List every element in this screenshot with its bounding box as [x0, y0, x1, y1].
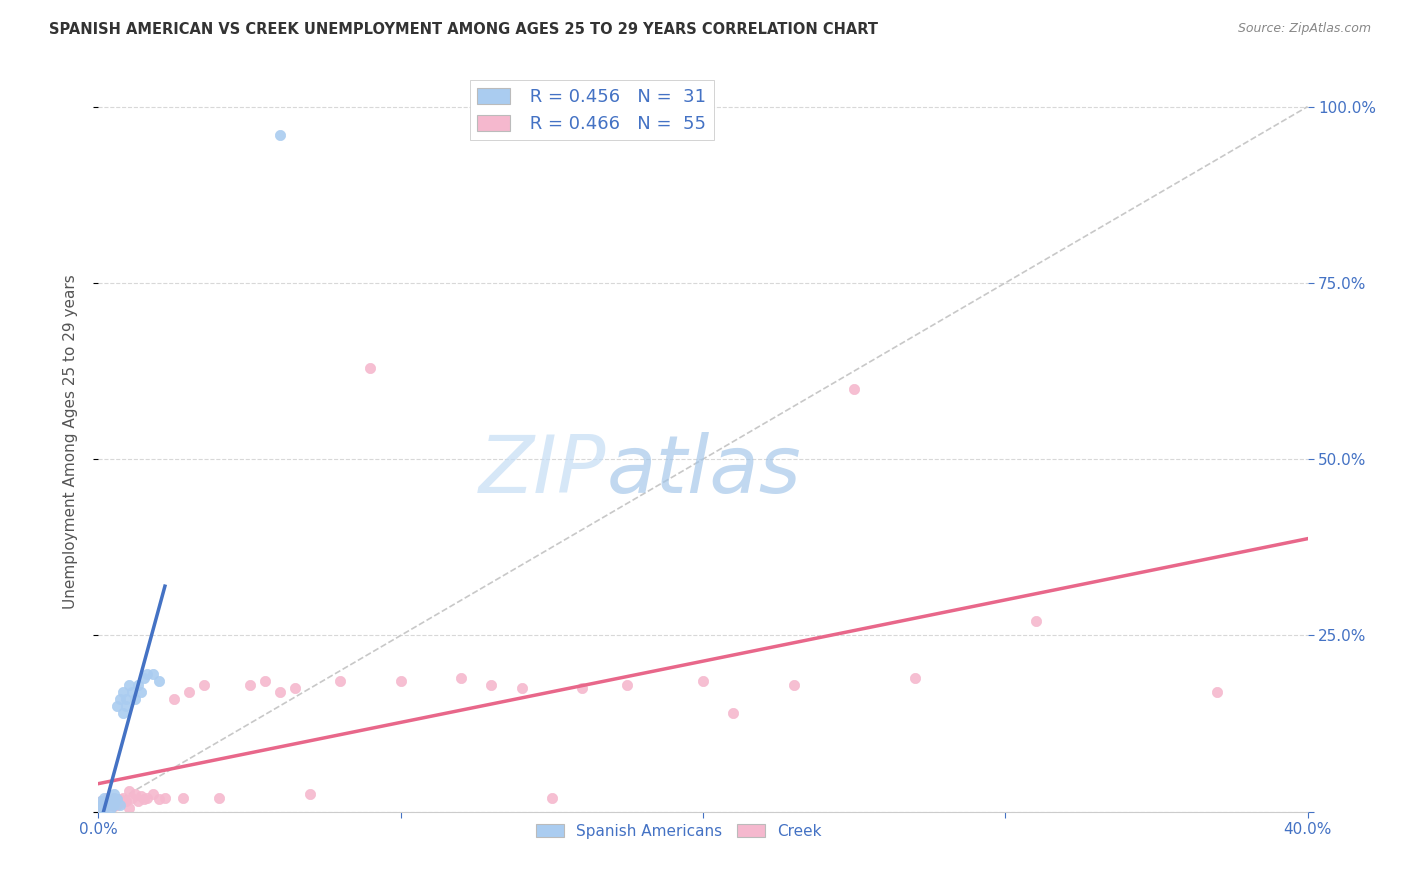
Point: [90, 797, 112, 812]
Point: [100, 801, 122, 815]
Point: [90, 799, 112, 814]
Point: [111, 685, 134, 699]
Point: [93, 790, 115, 805]
Point: [121, 685, 143, 699]
Point: [510, 681, 533, 696]
Point: [148, 674, 170, 689]
Point: [329, 674, 352, 689]
Text: SPANISH AMERICAN VS CREEK UNEMPLOYMENT AMONG AGES 25 TO 29 YEARS CORRELATION CHA: SPANISH AMERICAN VS CREEK UNEMPLOYMENT A…: [49, 22, 879, 37]
Point: [114, 794, 136, 808]
Point: [118, 801, 141, 815]
Point: [108, 797, 131, 811]
Point: [844, 382, 866, 396]
Point: [179, 685, 201, 699]
Point: [239, 678, 262, 692]
Point: [135, 667, 157, 681]
Point: [93, 801, 115, 815]
Point: [129, 685, 152, 699]
Point: [105, 797, 128, 812]
Point: [103, 787, 125, 801]
Point: [269, 128, 291, 142]
Point: [103, 797, 125, 812]
Point: [103, 790, 125, 805]
Point: [111, 794, 134, 808]
Point: [1206, 685, 1229, 699]
Point: [108, 692, 131, 706]
Point: [96, 797, 118, 812]
Point: [127, 794, 149, 808]
Point: [692, 674, 714, 689]
Point: [87, 801, 110, 815]
Point: [87, 801, 110, 815]
Point: [105, 792, 128, 806]
Point: [124, 692, 146, 706]
Point: [389, 674, 412, 689]
Point: [108, 797, 131, 812]
Point: [103, 799, 125, 814]
Point: [118, 678, 141, 692]
Point: [1024, 615, 1046, 629]
Point: [163, 692, 186, 706]
Point: [100, 792, 122, 806]
Point: [103, 790, 125, 805]
Point: [723, 706, 745, 720]
Point: [114, 698, 136, 713]
Point: [269, 685, 291, 699]
Point: [105, 792, 128, 806]
Text: ZIP: ZIP: [479, 432, 606, 510]
Point: [124, 787, 146, 801]
Point: [132, 671, 155, 685]
Point: [127, 678, 149, 692]
Point: [108, 792, 131, 806]
Point: [100, 797, 122, 812]
Point: [111, 706, 134, 720]
Point: [142, 667, 165, 681]
Point: [904, 671, 927, 685]
Point: [193, 678, 215, 692]
Point: [360, 360, 382, 375]
Point: [153, 790, 176, 805]
Point: [90, 794, 112, 808]
Point: [129, 789, 152, 804]
Point: [114, 692, 136, 706]
Point: [105, 698, 128, 713]
Point: [93, 801, 115, 815]
Point: [148, 792, 170, 806]
Point: [135, 790, 157, 805]
Point: [616, 678, 638, 692]
Point: [450, 671, 472, 685]
Point: [121, 790, 143, 805]
Point: [253, 674, 276, 689]
Y-axis label: Unemployment Among Ages 25 to 29 years: Unemployment Among Ages 25 to 29 years: [63, 274, 77, 609]
Text: Source: ZipAtlas.com: Source: ZipAtlas.com: [1237, 22, 1371, 36]
Point: [540, 790, 562, 805]
Point: [100, 794, 122, 808]
Point: [172, 790, 194, 805]
Point: [783, 678, 806, 692]
Point: [299, 787, 322, 801]
Point: [111, 790, 134, 805]
Point: [571, 681, 593, 696]
Legend: Spanish Americans, Creek: Spanish Americans, Creek: [530, 817, 828, 845]
Point: [93, 797, 115, 811]
Point: [284, 681, 307, 696]
Text: atlas: atlas: [606, 432, 801, 510]
Point: [118, 783, 141, 797]
Point: [142, 787, 165, 801]
Point: [96, 790, 118, 805]
Point: [208, 790, 231, 805]
Point: [96, 794, 118, 808]
Point: [96, 799, 118, 814]
Point: [481, 678, 503, 692]
Point: [103, 794, 125, 808]
Point: [90, 794, 112, 808]
Point: [132, 792, 155, 806]
